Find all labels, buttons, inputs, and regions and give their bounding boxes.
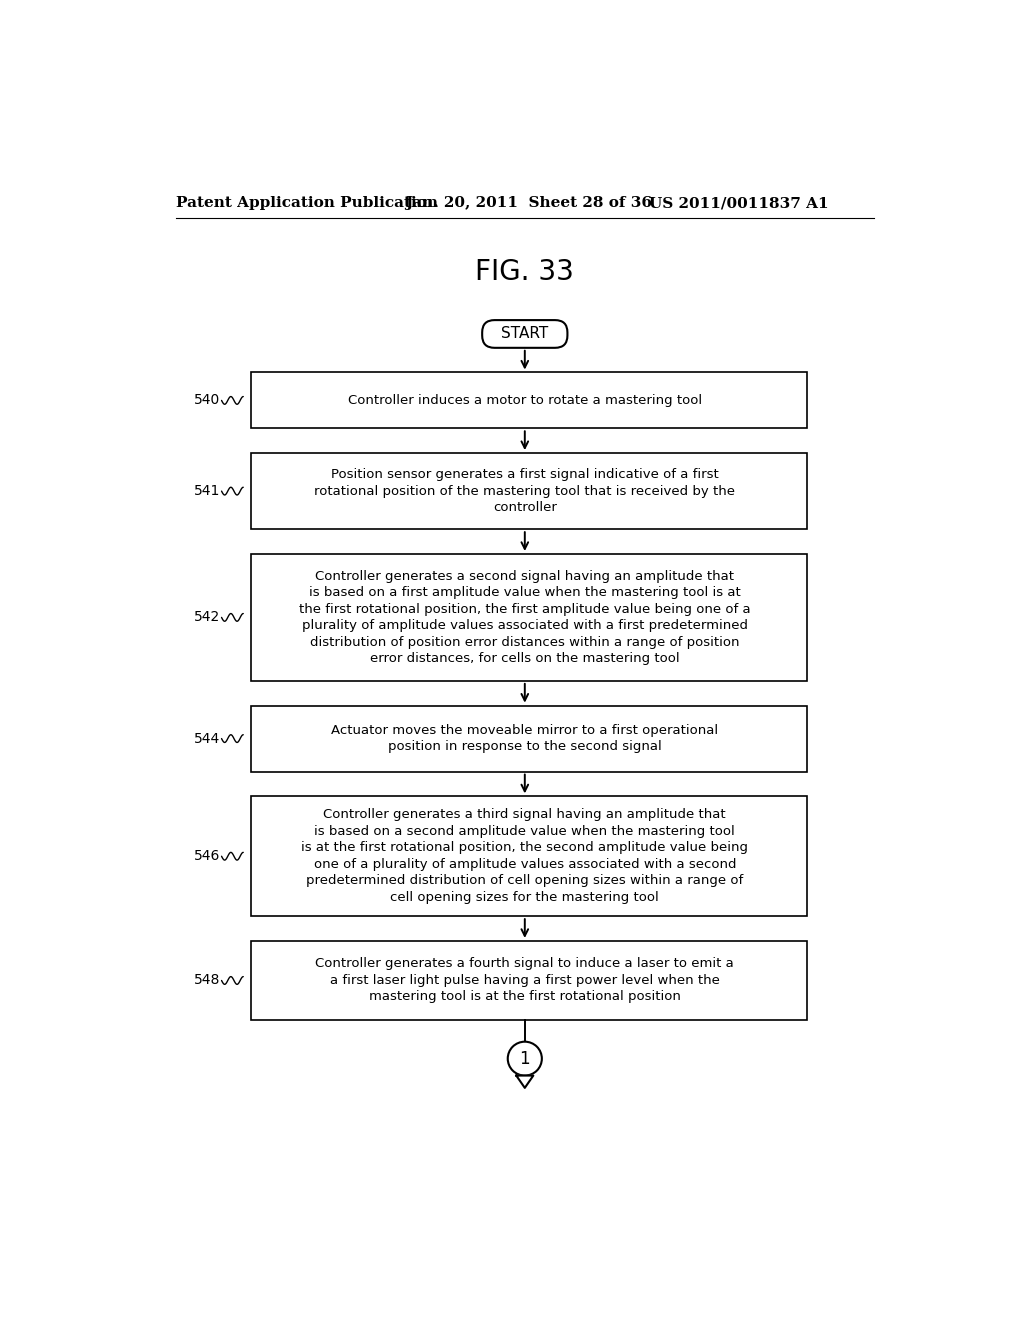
Text: FIG. 33: FIG. 33 xyxy=(475,259,574,286)
Text: 542: 542 xyxy=(194,610,220,624)
Text: START: START xyxy=(501,326,549,342)
Text: 548: 548 xyxy=(194,973,220,987)
Text: Controller generates a fourth signal to induce a laser to emit a
a first laser l: Controller generates a fourth signal to … xyxy=(315,957,734,1003)
Text: Patent Application Publication: Patent Application Publication xyxy=(176,197,438,210)
Text: US 2011/0011837 A1: US 2011/0011837 A1 xyxy=(649,197,828,210)
Text: Actuator moves the moveable mirror to a first operational
position in response t: Actuator moves the moveable mirror to a … xyxy=(331,723,719,754)
Bar xyxy=(251,796,807,916)
FancyBboxPatch shape xyxy=(482,321,567,348)
Text: 544: 544 xyxy=(194,731,220,746)
Text: Jan. 20, 2011  Sheet 28 of 36: Jan. 20, 2011 Sheet 28 of 36 xyxy=(406,197,652,210)
Bar xyxy=(251,554,807,681)
Text: 1: 1 xyxy=(519,1049,530,1068)
Text: 546: 546 xyxy=(194,849,220,863)
Text: 540: 540 xyxy=(194,393,220,408)
Bar xyxy=(251,372,807,429)
Text: Position sensor generates a first signal indicative of a first
rotational positi: Position sensor generates a first signal… xyxy=(314,469,735,513)
Bar xyxy=(251,453,807,529)
Bar xyxy=(251,941,807,1020)
Text: Controller generates a second signal having an amplitude that
is based on a firs: Controller generates a second signal hav… xyxy=(299,570,751,665)
Text: Controller generates a third signal having an amplitude that
is based on a secon: Controller generates a third signal havi… xyxy=(301,808,749,904)
Polygon shape xyxy=(516,1076,534,1088)
Circle shape xyxy=(508,1041,542,1076)
Text: Controller induces a motor to rotate a mastering tool: Controller induces a motor to rotate a m… xyxy=(348,393,701,407)
Text: 541: 541 xyxy=(194,484,220,498)
Bar xyxy=(251,706,807,772)
